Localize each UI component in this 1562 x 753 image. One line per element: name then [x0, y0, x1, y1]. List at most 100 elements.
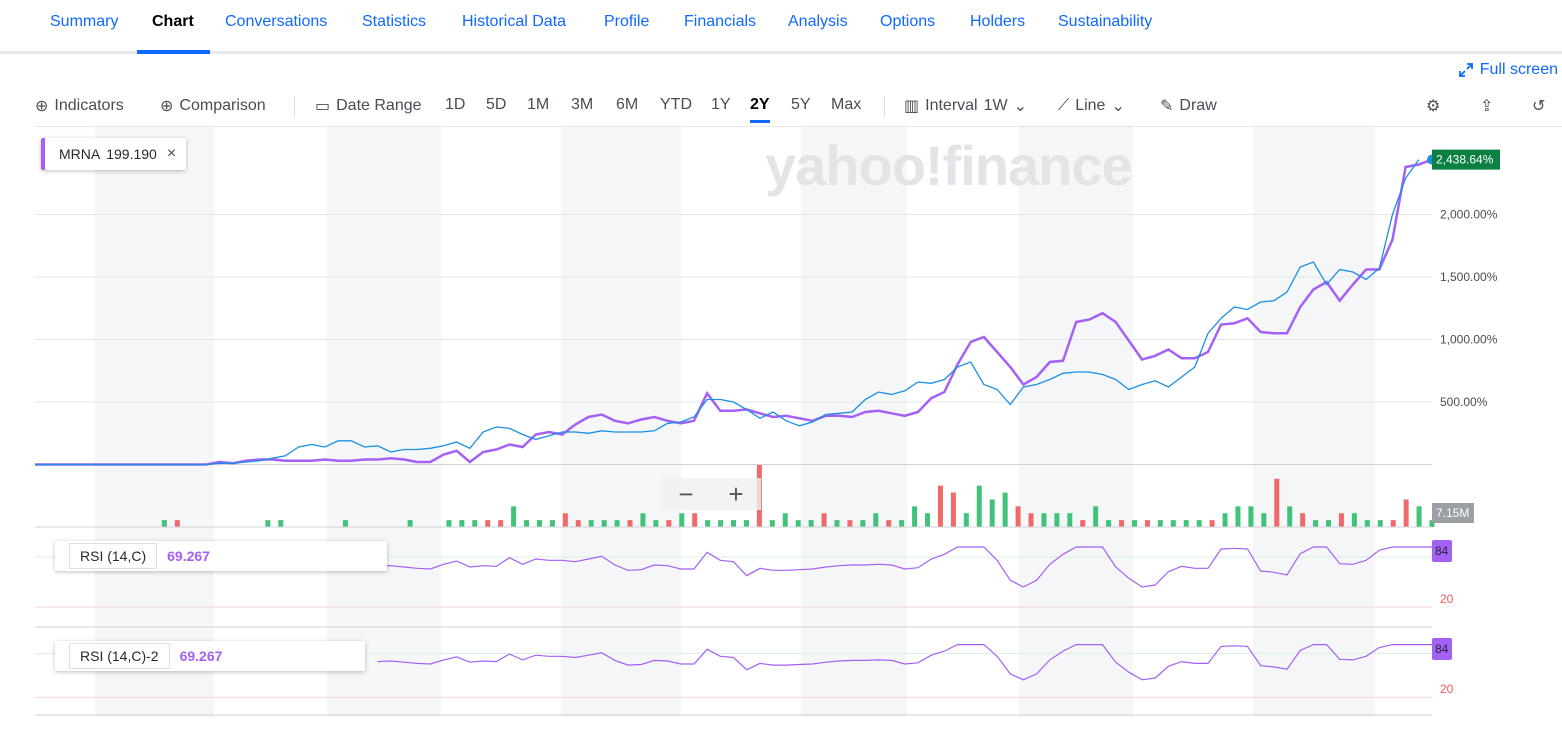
volume-bar — [161, 520, 167, 527]
volume-bar — [808, 520, 814, 527]
volume-bar — [873, 513, 879, 527]
volume-bar — [498, 520, 504, 527]
line-chart-icon: ⟋ — [1058, 97, 1070, 114]
month-band — [95, 127, 214, 717]
range-1m[interactable]: 1M — [527, 96, 550, 113]
volume-bar — [782, 513, 788, 527]
draw-button[interactable]: ✎ Draw — [1160, 96, 1217, 116]
tab-options[interactable]: Options — [880, 13, 936, 30]
volume-bar — [1287, 506, 1293, 527]
quote-nav-tabs: Summary Chart Conversations Statistics Histo… — [0, 0, 1562, 54]
gear-icon: ⚙ — [1426, 98, 1441, 115]
y-tick-label: 1,000.00% — [1440, 333, 1498, 347]
tab-profile[interactable]: Profile — [604, 13, 650, 30]
volume-bar — [1416, 506, 1422, 527]
zoom-controls: − + — [661, 478, 761, 510]
rsi2-value: 69.267 — [179, 648, 223, 664]
volume-bar — [1080, 520, 1086, 527]
volume-bar — [601, 520, 607, 527]
active-tab-underline — [137, 50, 210, 54]
rsi2-legend: RSI (14,C)-2 69.267 — [55, 641, 365, 671]
volume-bar — [718, 520, 724, 527]
tab-conversations[interactable]: Conversations — [225, 13, 328, 30]
volume-bar — [1338, 513, 1344, 527]
rsi-line — [377, 643, 1432, 681]
volume-bar — [640, 513, 646, 527]
plus-circle-icon: ⊕ — [35, 98, 49, 115]
rsi-tag-84: 84 — [1435, 642, 1449, 656]
volume-bar — [1390, 520, 1396, 527]
volume-bar — [1222, 513, 1228, 527]
y-tick-label: 500.00% — [1440, 395, 1488, 409]
tab-historical-data[interactable]: Historical Data — [462, 13, 567, 30]
volume-bar — [666, 520, 672, 527]
rsi-name[interactable]: RSI (14,C) — [69, 543, 158, 569]
range-1y[interactable]: 1Y — [711, 96, 731, 113]
volume-bar — [536, 520, 542, 527]
volume-bar — [834, 520, 840, 527]
chevron-down-icon: ⌄ — [1013, 98, 1027, 115]
zoom-in-icon[interactable]: + — [728, 478, 744, 509]
range-2y[interactable]: 2Y — [750, 96, 770, 123]
volume-bar — [1093, 506, 1099, 527]
volume-bar — [472, 520, 478, 527]
tab-summary[interactable]: Summary — [50, 13, 119, 30]
draw-label: Draw — [1179, 97, 1217, 114]
zoom-out-icon[interactable]: − — [678, 478, 694, 509]
date-range-button[interactable]: ▭ Date Range — [315, 96, 422, 116]
chart-area[interactable]: 2,000.00% 1,500.00% 1,000.00% 500.00% 2,438.… — [35, 126, 1562, 717]
fullscreen-button[interactable]: Full screen — [1458, 61, 1558, 79]
volume-bar — [692, 513, 698, 527]
tab-holders[interactable]: Holders — [970, 13, 1026, 30]
rsi-line — [377, 546, 1432, 588]
fullscreen-label: Full screen — [1479, 61, 1558, 78]
volume-bar — [1170, 520, 1176, 527]
range-ytd[interactable]: YTD — [660, 96, 692, 113]
volume-tag-bg — [1432, 503, 1474, 523]
settings-button[interactable]: ⚙ — [1426, 96, 1440, 116]
chart-type-button[interactable]: ⟋ Line ⌄ — [1058, 96, 1125, 116]
volume-bar — [446, 520, 452, 527]
volume-bar — [912, 506, 918, 527]
comparison-button[interactable]: ⊕ Comparison — [160, 96, 266, 116]
tab-analysis[interactable]: Analysis — [788, 13, 848, 30]
reset-button[interactable]: ↺ — [1532, 96, 1545, 116]
volume-bar — [1131, 520, 1137, 527]
range-5d[interactable]: 5D — [486, 96, 507, 113]
range-3m[interactable]: 3M — [571, 96, 594, 113]
reset-icon: ↺ — [1532, 98, 1546, 115]
indicators-button[interactable]: ⊕ Indicators — [35, 96, 124, 116]
volume-bar — [614, 520, 620, 527]
tab-sustainability[interactable]: Sustainability — [1058, 13, 1153, 30]
range-max[interactable]: Max — [831, 96, 862, 113]
date-range-label: Date Range — [336, 97, 422, 114]
volume-bar — [524, 520, 530, 527]
close-icon[interactable]: × — [166, 145, 177, 162]
share-icon: ⇪ — [1480, 98, 1494, 115]
volume-bar — [588, 520, 594, 527]
tab-chart[interactable]: Chart — [152, 13, 194, 30]
volume-bar — [795, 520, 801, 527]
watermark-logo: yahoo!finance — [765, 134, 1133, 197]
chart-type-label: Line — [1075, 97, 1106, 114]
volume-bar — [1157, 520, 1163, 527]
volume-bar — [1209, 520, 1215, 527]
share-button[interactable]: ⇪ — [1480, 96, 1493, 116]
volume-bar — [1002, 492, 1008, 527]
interval-value: 1W — [983, 97, 1008, 114]
month-band — [327, 127, 441, 717]
range-6m[interactable]: 6M — [616, 96, 639, 113]
rsi2-name[interactable]: RSI (14,C)-2 — [69, 643, 170, 669]
indicators-label: Indicators — [54, 97, 124, 114]
tab-statistics[interactable]: Statistics — [362, 13, 427, 30]
volume-bar — [925, 513, 931, 527]
interval-button[interactable]: ▥ Interval 1W ⌄ — [904, 96, 1027, 116]
volume-bar — [1106, 520, 1112, 527]
range-1d[interactable]: 1D — [445, 96, 466, 113]
volume-bar — [821, 513, 827, 527]
volume-bar — [1377, 520, 1383, 527]
range-5y[interactable]: 5Y — [791, 96, 811, 113]
expand-icon — [1458, 63, 1473, 77]
volume-bar — [989, 499, 995, 527]
tab-financials[interactable]: Financials — [684, 13, 757, 30]
